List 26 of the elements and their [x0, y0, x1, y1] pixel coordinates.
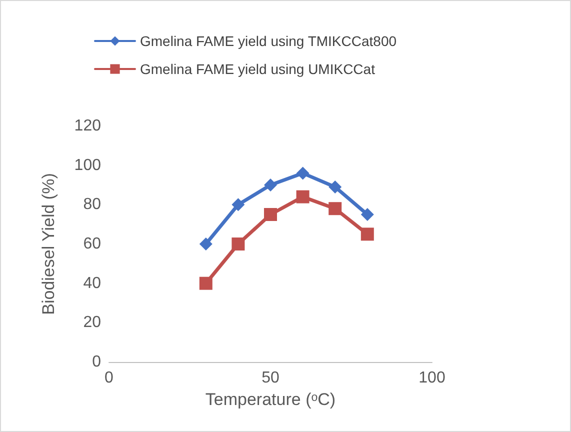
point [264, 208, 277, 221]
point [360, 208, 374, 221]
point [328, 180, 342, 194]
y-tick-label: 80 [83, 196, 102, 214]
point [199, 276, 212, 290]
legend-label: Gmelina FAME yield using TMIKCCat800 [140, 33, 397, 49]
point [360, 228, 374, 241]
point [199, 238, 212, 250]
y-axis-title: Biodiesel Yield (%) [39, 173, 58, 315]
y-tick-label: 60 [83, 236, 102, 252]
y-tick-label: 40 [83, 274, 102, 292]
x-tick-label: 100 [418, 370, 446, 386]
point [296, 190, 310, 204]
point [232, 198, 245, 212]
point [232, 238, 245, 250]
y-tick-label: 0 [92, 354, 102, 370]
point [328, 202, 342, 216]
x-axis-title: Temperature (ᵒC) [205, 390, 336, 409]
y-tick-label: 120 [74, 118, 102, 134]
x-tick-label: 0 [104, 370, 114, 386]
point [296, 166, 310, 180]
point [264, 178, 277, 192]
x-tick-label: 50 [262, 370, 280, 386]
y-tick-label: 100 [74, 156, 102, 174]
legend-label: Gmelina FAME yield using UMIKCCat [140, 61, 376, 77]
y-tick-label: 20 [83, 314, 102, 332]
